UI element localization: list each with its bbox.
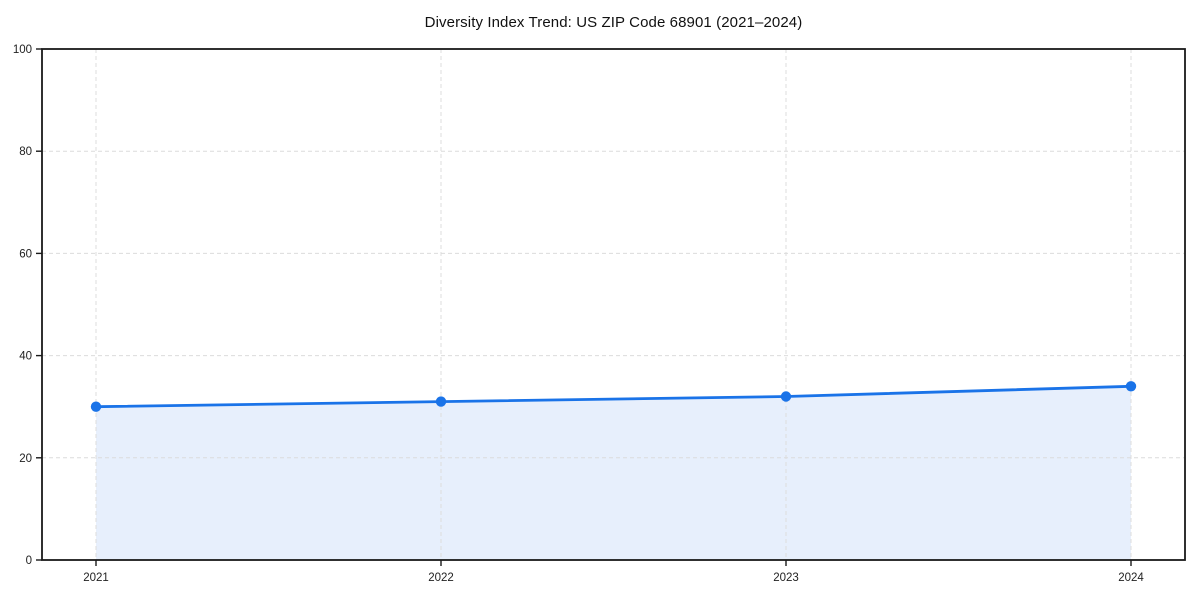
trend-line [94, 384, 1133, 409]
plot-border [41, 48, 1186, 561]
y-tick-label-20: 20 [19, 453, 32, 465]
data-point-2023 [780, 391, 792, 402]
x-tick-label-2022: 2022 [428, 572, 454, 584]
y-tick-label-0: 0 [26, 555, 32, 567]
y-tick-label-60: 60 [19, 248, 32, 260]
x-tick-label-2021: 2021 [83, 572, 109, 584]
data-point-2021 [90, 401, 102, 412]
area-fill [96, 386, 1131, 560]
data-point-2022 [435, 396, 447, 407]
chart-title: Diversity Index Trend: US ZIP Code 68901… [424, 14, 803, 31]
y-tick-label-80: 80 [19, 146, 32, 158]
data-point-2024 [1125, 381, 1137, 392]
y-tick-label-100: 100 [13, 44, 32, 56]
x-tick-label-2023: 2023 [773, 572, 799, 584]
x-tick-label-2024: 2024 [1118, 572, 1144, 584]
y-tick-label-40: 40 [19, 351, 32, 363]
